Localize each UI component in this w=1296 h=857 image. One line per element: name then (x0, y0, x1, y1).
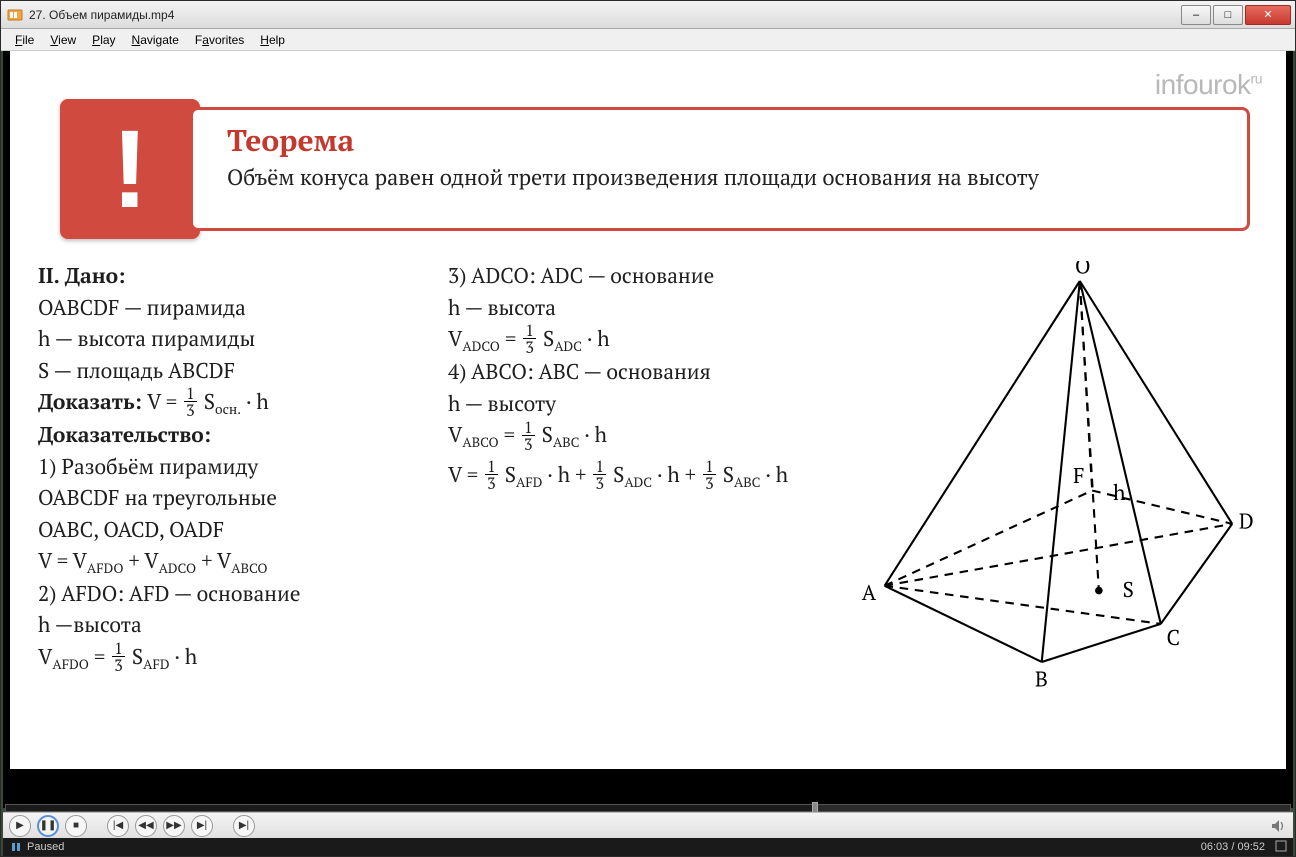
status-pause-icon (9, 840, 23, 854)
titlebar[interactable]: 27. Объем пирамиды.mp4 – □ ✕ (1, 1, 1295, 29)
theorem-text: Объём конуса равен одной трети произведе… (227, 164, 1227, 193)
watermark-tld: ru (1251, 71, 1262, 87)
proof-3b: h — высота (448, 293, 878, 325)
fullscreen-icon[interactable] (1275, 840, 1287, 855)
menu-file[interactable]: File (7, 31, 42, 49)
menubar: File View Play Navigate Favorites Help (1, 29, 1295, 51)
proof-2a: 2) AFDO: AFD — основание (38, 579, 448, 611)
minimize-button[interactable]: – (1181, 5, 1211, 25)
label-o: O (1075, 261, 1091, 279)
proof-1a: 1) Разобьём пирамиду (38, 452, 448, 484)
menu-navigate[interactable]: Navigate (124, 31, 187, 49)
pyramid-diagram: O A B C D F h S (856, 261, 1256, 701)
menu-help[interactable]: Help (252, 31, 293, 49)
final-eq: V = 13 SAFD · h + 13 SADC · h + 13 SABC … (448, 460, 878, 493)
proof-1c: OABC, OACD, OADF (38, 515, 448, 547)
label-d: D (1239, 507, 1254, 535)
proof-1b: OABCDF на треугольные (38, 483, 448, 515)
proof-4b: h — высоту (448, 389, 878, 421)
time-duration: 09:52 (1237, 841, 1265, 853)
time-position: 06:03 (1201, 841, 1229, 853)
proof-4a: 4) ABCO: ABC — основания (448, 357, 878, 389)
forward-button[interactable]: ▶▶ (163, 815, 185, 837)
watermark: infourokru (1155, 69, 1262, 101)
v-afdo-eq: VAFDO = 13 SAFD · h (38, 642, 448, 675)
time-sep: / (1228, 841, 1237, 853)
theorem-title: Теорема (227, 120, 1227, 160)
v-abco-eq: VABCO = 13 SABC · h (448, 420, 878, 453)
dano-heading: II. Дано: (38, 261, 448, 293)
given-3: S — площадь ABCDF (38, 356, 448, 388)
maximize-button[interactable]: □ (1213, 5, 1243, 25)
prove-line: Доказать: V = 13 Sосн. · h (38, 387, 448, 420)
volume-icon[interactable] (1269, 817, 1287, 835)
exclamation-icon: ! (60, 99, 200, 239)
seek-bar[interactable] (5, 804, 1291, 812)
status-text: Paused (27, 841, 64, 853)
app-window: 27. Объем пирамиды.mp4 – □ ✕ File View P… (0, 0, 1296, 857)
prev-button[interactable]: |◀ (107, 815, 129, 837)
given-1: OABCDF — пирамида (38, 293, 448, 325)
theorem-box: ! Теорема Объём конуса равен одной трети… (60, 99, 1250, 239)
proof-heading: Доказательство: (38, 420, 448, 452)
menu-play[interactable]: Play (84, 31, 123, 49)
next-button[interactable]: ▶| (191, 815, 213, 837)
label-a: A (862, 578, 877, 606)
watermark-text: infourok (1155, 69, 1251, 100)
control-bar: ▶ ❚❚ ■ |◀ ◀◀ ▶▶ ▶| ▶| (3, 812, 1293, 838)
pause-button[interactable]: ❚❚ (37, 815, 59, 837)
status-bar: Paused 06:03 / 09:52 (3, 838, 1293, 856)
seek-progress (6, 805, 815, 811)
label-b: B (1035, 665, 1048, 693)
proof-2b: h —высота (38, 610, 448, 642)
volume-sum: V = VAFDO + VADCO + VABCO (38, 546, 448, 579)
menu-view[interactable]: View (42, 31, 84, 49)
column-3: O A B C D F h S (878, 261, 1266, 749)
label-h: h (1113, 478, 1125, 506)
step-button[interactable]: ▶| (233, 815, 255, 837)
given-2: h — высота пирамиды (38, 324, 448, 356)
column-2: 3) ADCO: ADC — основание h — высота VADC… (448, 261, 878, 749)
label-f: F (1073, 461, 1084, 489)
play-button[interactable]: ▶ (9, 815, 31, 837)
proof-3a: 3) ADCO: ADC — основание (448, 261, 878, 293)
rewind-button[interactable]: ◀◀ (135, 815, 157, 837)
stop-button[interactable]: ■ (65, 815, 87, 837)
menu-favorites[interactable]: Favorites (187, 31, 252, 49)
slide-content: infourokru ! Теорема Объём конуса равен … (10, 51, 1286, 769)
window-title: 27. Объем пирамиды.mp4 (29, 8, 1179, 22)
app-icon (7, 7, 23, 23)
column-1: II. Дано: OABCDF — пирамида h — высота п… (38, 261, 448, 749)
theorem-body: Теорема Объём конуса равен одной трети п… (190, 107, 1250, 231)
v-adco-eq: VADCO = 13 SADC · h (448, 324, 878, 357)
close-button[interactable]: ✕ (1245, 5, 1291, 25)
label-s: S (1123, 575, 1134, 603)
video-area[interactable]: infourokru ! Теорема Объём конуса равен … (3, 51, 1293, 808)
label-c: C (1166, 623, 1179, 651)
